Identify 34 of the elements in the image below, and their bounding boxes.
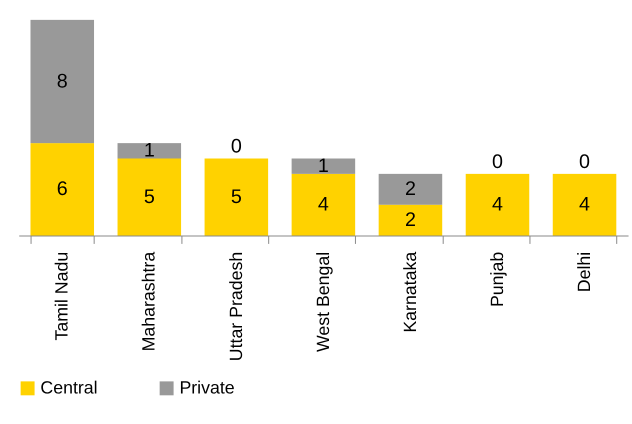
bar: [118, 143, 182, 159]
bar: [466, 174, 530, 236]
bar: [378, 204, 442, 236]
data-label: 8: [56, 70, 68, 92]
data-label: 6: [56, 178, 68, 200]
x-tick-label: Uttar Pradesh: [226, 252, 246, 362]
data-label: 1: [144, 140, 155, 162]
data-label: 0: [230, 136, 242, 158]
legend-label: Central: [40, 377, 98, 398]
data-label: 0: [579, 151, 590, 173]
bar: [204, 158, 268, 236]
bar: [292, 158, 356, 174]
x-tick-label: Karnataka: [400, 252, 420, 333]
x-tick-label: Tamil Nadu: [52, 252, 72, 341]
data-label: 0: [492, 151, 504, 173]
data-label: 5: [144, 186, 155, 208]
data-label: 2: [404, 209, 416, 232]
data-label: 4: [492, 194, 504, 216]
bar: [378, 174, 442, 205]
bar: [292, 174, 356, 236]
bar: [118, 158, 182, 236]
data-label: 1: [318, 155, 329, 178]
x-tick-label: Delhi: [574, 252, 594, 292]
x-tick-label: Maharashtra: [138, 252, 159, 352]
data-label: 4: [318, 194, 329, 216]
bar: [552, 174, 616, 236]
data-label: 4: [579, 194, 590, 216]
legend-label: Private: [179, 377, 235, 398]
data-label: 2: [404, 178, 416, 200]
bar: [30, 20, 94, 144]
data-label: 5: [230, 186, 242, 208]
x-tick-label: West Bengal: [312, 252, 333, 352]
bar: [30, 143, 94, 236]
x-tick-label: Punjab: [486, 252, 507, 308]
